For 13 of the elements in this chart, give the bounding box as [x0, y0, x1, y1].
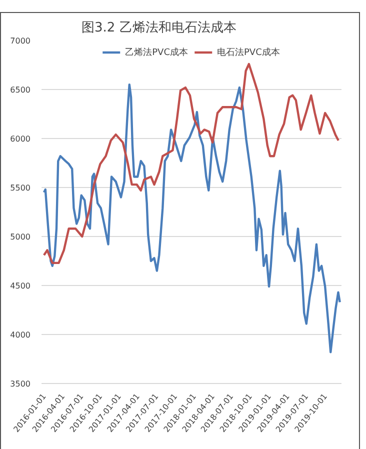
chart-title: 图3.2 乙烯法和电石法成本: [82, 20, 236, 36]
y-tick-label: 3500: [10, 380, 30, 388]
line-series: [42, 84, 341, 354]
y-tick-label: 5500: [10, 184, 30, 192]
y-tick-label: 6500: [10, 86, 30, 94]
line-series: [42, 62, 340, 264]
y-tick-label: 4500: [10, 282, 30, 290]
y-tick-label: 5000: [10, 232, 30, 242]
y-tick-label: 6000: [10, 134, 30, 144]
y-tick-label: 4000: [10, 330, 30, 340]
legend-label: 电石法PVC成本: [217, 46, 280, 58]
y-tick-label: 7000: [10, 36, 30, 46]
legend-label: 乙烯法PVC成本: [125, 46, 188, 58]
